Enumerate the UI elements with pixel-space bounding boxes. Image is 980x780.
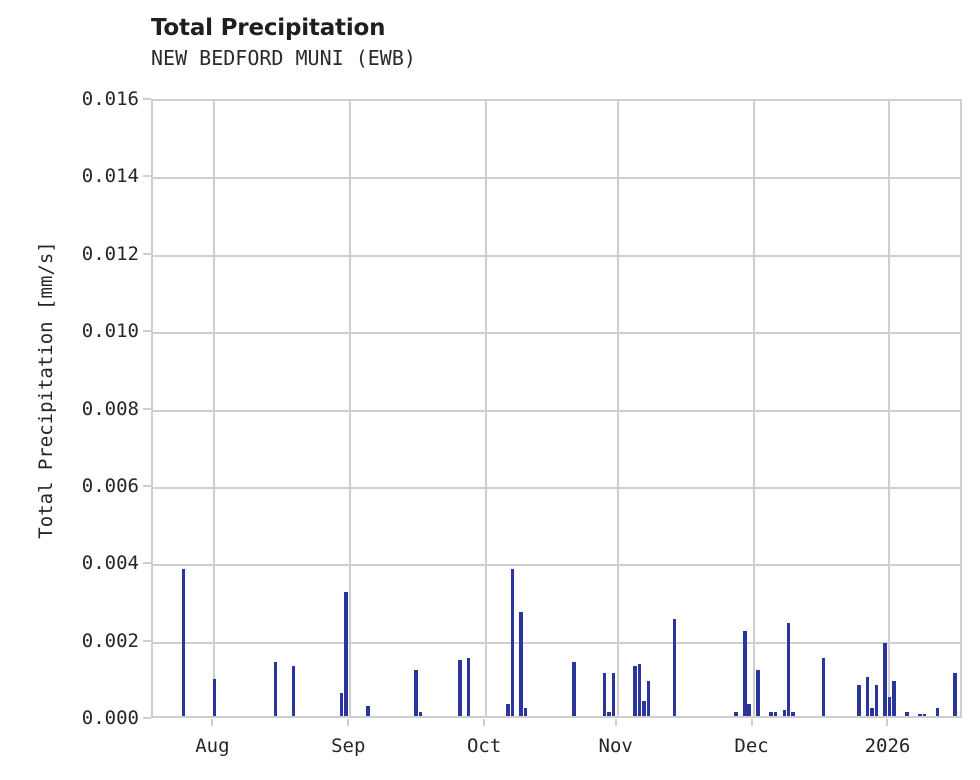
gridline-horizontal <box>153 332 960 335</box>
plot-area <box>151 99 962 718</box>
x-axis-tick-label: Sep <box>331 735 366 757</box>
x-axis-tick-mark <box>483 719 486 726</box>
x-axis-tick-mark <box>614 719 617 726</box>
y-axis-tick-mark <box>143 98 151 100</box>
bar <box>743 630 747 716</box>
y-axis-tick-label: 0.000 <box>81 707 139 729</box>
bar <box>672 619 677 716</box>
chart-subtitle: NEW BEDFORD MUNI (EWB) <box>151 46 416 70</box>
y-axis-tick-label: 0.016 <box>81 88 139 110</box>
x-axis-tick-label: Oct <box>466 735 502 757</box>
y-axis-tick-mark <box>143 330 151 333</box>
page-title: Total Precipitation <box>151 15 386 41</box>
bar <box>821 657 826 716</box>
bar <box>602 673 607 716</box>
bar <box>181 569 186 716</box>
y-axis-tick-label: 0.014 <box>81 165 139 188</box>
y-axis-tick-mark <box>143 562 151 565</box>
gridline-vertical <box>888 101 891 716</box>
x-axis-tick-mark <box>211 719 214 726</box>
bar <box>344 592 348 716</box>
bar <box>773 712 778 716</box>
gridline-horizontal <box>153 254 960 257</box>
gridline-vertical <box>213 101 216 716</box>
x-axis-tick-mark <box>347 719 350 726</box>
bar <box>506 704 510 716</box>
bar <box>857 685 861 716</box>
bar <box>791 712 795 716</box>
bar <box>734 712 738 716</box>
bar <box>523 708 528 716</box>
y-axis-tick-mark <box>143 639 151 642</box>
y-axis-tick-label: 0.012 <box>81 242 139 265</box>
x-axis-tick-mark <box>886 719 889 726</box>
bar <box>870 708 874 716</box>
y-axis-tick-label: 0.010 <box>81 320 139 343</box>
y-axis-tick-mark <box>143 252 151 255</box>
bar <box>418 712 423 716</box>
y-axis-tick-mark <box>143 717 151 719</box>
bar <box>935 708 940 716</box>
bar <box>642 700 646 716</box>
y-axis-tick-label: 0.006 <box>81 474 139 497</box>
bar <box>273 661 278 716</box>
bar <box>865 677 870 716</box>
x-axis-tick-label: Nov <box>598 735 633 757</box>
y-axis-tick-mark <box>143 407 151 410</box>
gridline-vertical <box>616 101 619 716</box>
bar <box>366 706 370 716</box>
gridline-horizontal <box>153 409 960 412</box>
y-axis-tick-label: 0.002 <box>81 629 139 652</box>
y-axis-tick-label: 0.008 <box>81 397 139 420</box>
gridline-vertical <box>349 101 352 716</box>
title-block: Total Precipitation NEW BEDFORD MUNI (EW… <box>151 14 851 72</box>
bar <box>918 714 922 716</box>
bar <box>786 623 791 716</box>
gridline-vertical <box>485 101 488 716</box>
bar <box>510 569 515 716</box>
y-axis-tick-mark <box>143 484 151 487</box>
y-axis-tick-label: 0.004 <box>81 552 139 575</box>
bar <box>458 659 462 716</box>
gridline-horizontal <box>153 641 960 644</box>
x-axis-tick-label: 2026 <box>864 735 911 757</box>
bar <box>466 657 471 716</box>
bar <box>887 696 892 716</box>
bar <box>611 673 616 716</box>
bar <box>922 714 927 716</box>
bar <box>874 685 879 716</box>
x-axis-tick-label: Dec <box>734 735 769 757</box>
bar <box>747 704 751 716</box>
gridline-horizontal <box>153 564 960 567</box>
bar <box>607 712 611 716</box>
bar <box>892 681 896 716</box>
bar <box>646 681 651 716</box>
bar <box>291 665 296 716</box>
bar <box>633 665 637 716</box>
bar <box>572 661 576 716</box>
gridline-vertical <box>752 101 755 716</box>
bar <box>953 673 957 716</box>
bar <box>905 712 909 716</box>
bar <box>756 669 760 716</box>
bar <box>769 712 773 716</box>
bar <box>212 679 217 716</box>
bar <box>414 669 418 716</box>
gridline-horizontal <box>153 177 960 180</box>
x-axis-tick-label: Aug <box>195 735 230 757</box>
x-axis-tick-mark <box>750 719 753 726</box>
bar <box>883 642 887 716</box>
bar <box>782 710 786 716</box>
gridline-horizontal <box>153 486 960 489</box>
y-axis-tick-mark <box>143 175 151 178</box>
bar <box>339 692 344 716</box>
bar <box>637 663 642 716</box>
y-axis-tick-labels: 0.000 0.002 0.004 0.006 0.008 0.010 0.012 0.014… <box>0 0 139 780</box>
bar <box>519 611 523 716</box>
